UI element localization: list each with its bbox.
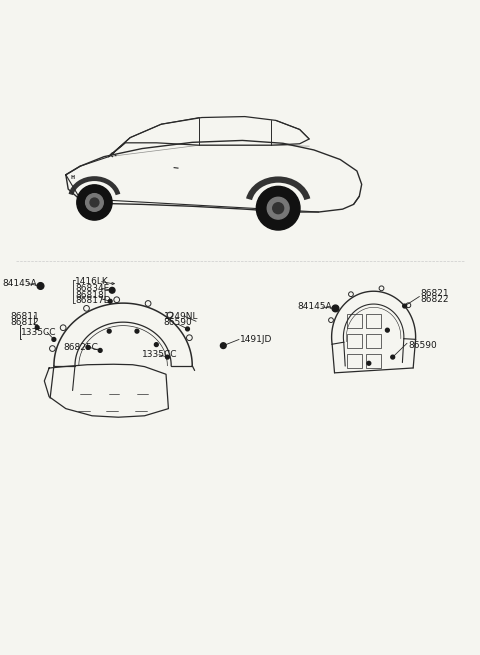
Text: 1335CC: 1335CC bbox=[22, 328, 57, 337]
Circle shape bbox=[332, 305, 339, 312]
Bar bbox=[348, 354, 362, 367]
Text: 1249NL: 1249NL bbox=[164, 312, 198, 321]
Text: 86818J: 86818J bbox=[75, 291, 107, 299]
Text: 86834E: 86834E bbox=[75, 284, 109, 293]
Circle shape bbox=[37, 283, 44, 290]
Text: 1491JD: 1491JD bbox=[240, 335, 272, 344]
Circle shape bbox=[135, 329, 139, 333]
Circle shape bbox=[52, 337, 56, 341]
Circle shape bbox=[220, 343, 226, 348]
Text: 86590: 86590 bbox=[164, 318, 192, 328]
Text: 86817D: 86817D bbox=[75, 296, 111, 305]
Circle shape bbox=[186, 327, 190, 331]
Text: 86812: 86812 bbox=[10, 318, 38, 327]
Circle shape bbox=[256, 187, 300, 230]
Circle shape bbox=[108, 329, 111, 333]
Circle shape bbox=[166, 355, 169, 359]
Circle shape bbox=[109, 288, 115, 293]
Bar bbox=[366, 314, 381, 328]
Circle shape bbox=[86, 345, 90, 349]
Bar bbox=[348, 314, 362, 328]
Circle shape bbox=[35, 326, 39, 329]
Bar bbox=[366, 334, 381, 348]
Text: 86821: 86821 bbox=[420, 289, 449, 297]
Circle shape bbox=[403, 304, 407, 308]
Text: 1416LK: 1416LK bbox=[75, 277, 109, 286]
Text: 86825C: 86825C bbox=[63, 343, 98, 352]
Circle shape bbox=[385, 328, 389, 332]
Bar bbox=[366, 354, 381, 367]
Circle shape bbox=[367, 362, 371, 365]
Text: H: H bbox=[71, 175, 75, 179]
Circle shape bbox=[391, 355, 395, 359]
Circle shape bbox=[155, 343, 158, 346]
Circle shape bbox=[90, 198, 99, 207]
Text: 86811: 86811 bbox=[10, 312, 39, 321]
Circle shape bbox=[85, 194, 103, 212]
Circle shape bbox=[267, 197, 289, 219]
Text: 84145A: 84145A bbox=[2, 279, 37, 288]
Bar bbox=[348, 334, 362, 348]
Text: 86822: 86822 bbox=[420, 295, 449, 304]
Text: 1335CC: 1335CC bbox=[142, 350, 178, 359]
Circle shape bbox=[273, 203, 284, 214]
Circle shape bbox=[98, 348, 102, 352]
Text: 84145A: 84145A bbox=[297, 303, 332, 312]
Text: 86590: 86590 bbox=[408, 341, 437, 350]
Circle shape bbox=[77, 185, 112, 220]
Circle shape bbox=[108, 299, 112, 303]
